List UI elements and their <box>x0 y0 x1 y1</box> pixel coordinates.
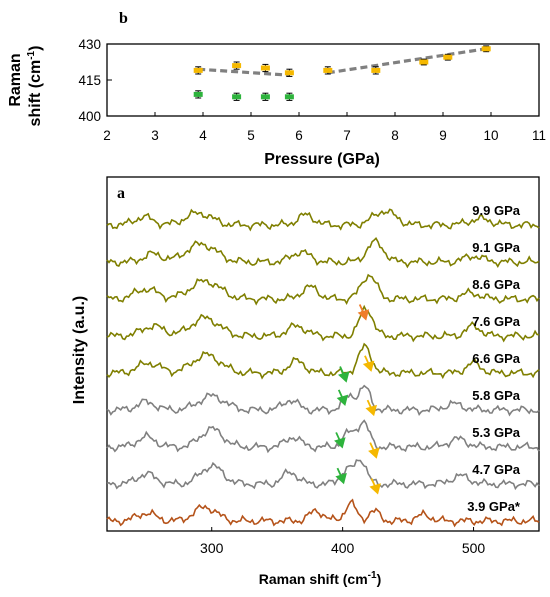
a-pressure-label: 6.6 GPa <box>472 351 520 366</box>
a-peak-arrow <box>335 467 347 485</box>
panel-a-spectra <box>106 208 540 528</box>
panel-b-points <box>193 45 491 101</box>
panel-b-trend-lines <box>198 47 487 77</box>
a-spectrum-line <box>106 273 540 306</box>
panel-a-letter: a <box>117 185 125 202</box>
panel-b-letter: b <box>119 10 128 27</box>
b-data-point <box>284 68 294 77</box>
b-ytick-label: 415 <box>78 73 101 88</box>
a-pressure-label: 5.3 GPa <box>472 425 520 440</box>
b-xtick-label: 8 <box>391 128 399 143</box>
a-spectrum-line <box>106 208 540 232</box>
panel-b-y-axis-title: Raman shift (cm-1) <box>7 46 44 127</box>
panel-b-x-ticks: 2 3 4 5 6 7 8 9 10 11 <box>103 112 546 143</box>
panel-a-x-ticks: 300 400 500 <box>200 527 485 556</box>
panel-a-frame <box>106 176 540 532</box>
b-xtick-label: 11 <box>532 128 546 143</box>
b-xtick-label: 9 <box>439 128 447 143</box>
b-xtick-label: 7 <box>343 128 351 143</box>
panel-a-xlabel-close: ) <box>377 571 382 587</box>
a-peak-arrow <box>368 442 380 459</box>
a-spectrum-line <box>106 419 540 454</box>
b-data-point <box>419 58 429 66</box>
panel-b-ylabel-close: ) <box>27 46 44 51</box>
b-xtick-label: 5 <box>247 128 255 143</box>
b-ytick-label: 400 <box>78 109 101 124</box>
b-xtick-label: 6 <box>295 128 303 143</box>
a-pressure-label: 3.9 GPa* <box>467 499 521 514</box>
panel-b-x-axis-title: Pressure (GPa) <box>264 151 380 168</box>
b-data-point <box>193 90 203 99</box>
b-data-point <box>323 66 333 75</box>
a-peak-arrow <box>362 355 375 372</box>
panel-b-frame <box>106 43 540 117</box>
b-xtick-label: 4 <box>199 128 207 143</box>
b-data-point <box>232 61 242 70</box>
a-pressure-label: 7.6 GPa <box>472 314 520 329</box>
b-trend-line <box>198 67 290 77</box>
a-peak-arrow <box>365 399 377 417</box>
a-pressure-label: 5.8 GPa <box>472 388 520 403</box>
a-pressure-label: 4.7 GPa <box>472 462 520 477</box>
b-data-point <box>481 45 491 53</box>
b-trend-line <box>327 47 487 75</box>
a-peak-arrow <box>336 389 349 406</box>
b-data-point <box>371 66 381 75</box>
b-xtick-label: 2 <box>103 128 111 143</box>
a-pressure-label: 9.1 GPa <box>472 240 520 255</box>
a-xtick-label: 500 <box>462 540 486 556</box>
a-peak-arrow <box>369 478 381 495</box>
b-data-point <box>232 92 242 101</box>
panel-b-y-ticks: 400 415 430 <box>78 37 112 124</box>
b-data-point <box>443 53 453 61</box>
a-spectrum-line <box>106 304 540 343</box>
a-xtick-label: 400 <box>331 540 355 556</box>
a-peak-arrow <box>357 304 370 321</box>
a-peak-arrow <box>334 432 346 449</box>
b-data-point <box>284 92 294 101</box>
a-xtick-label: 300 <box>200 540 224 556</box>
b-xtick-label: 3 <box>151 128 159 143</box>
a-pressure-label: 8.6 GPa <box>472 277 520 292</box>
panel-a: a 9.9 GPa 9.1 GPa 8.6 GPa 7.6 GPa 6.6 GPa 5.8… <box>71 176 540 587</box>
b-xtick-label: 10 <box>483 128 498 143</box>
panel-b-ylabel-sup: -1 <box>26 50 37 59</box>
panel-a-xlabel-sup: -1 <box>368 570 377 581</box>
panel-a-x-axis-title: Raman shift (cm-1) <box>259 570 382 587</box>
panel-b-ylabel-main: shift (cm <box>27 60 44 127</box>
panel-a-pressure-labels: 9.9 GPa 9.1 GPa 8.6 GPa 7.6 GPa 6.6 GPa 5.8 G… <box>467 203 521 514</box>
panel-a-y-axis-title: Intensity (a.u.) <box>71 296 88 404</box>
panel-a-xlabel-main: Raman shift (cm <box>259 571 368 587</box>
b-data-point <box>260 92 270 101</box>
panel-b-ylabel-line2: shift (cm-1) <box>26 46 44 127</box>
a-spectrum-line <box>106 236 540 269</box>
a-spectrum-line <box>106 498 540 528</box>
a-peak-arrow <box>337 366 350 383</box>
b-data-point <box>260 63 270 73</box>
a-spectrum-line <box>106 384 540 417</box>
b-data-point <box>193 66 203 75</box>
a-spectrum-line <box>106 342 540 380</box>
a-pressure-label: 9.9 GPa <box>472 203 520 218</box>
panel-a-arrows <box>334 304 381 495</box>
b-ytick-label: 430 <box>78 37 101 52</box>
panel-b-ylabel-line1: Raman <box>7 53 24 106</box>
a-spectrum-line <box>106 459 540 491</box>
